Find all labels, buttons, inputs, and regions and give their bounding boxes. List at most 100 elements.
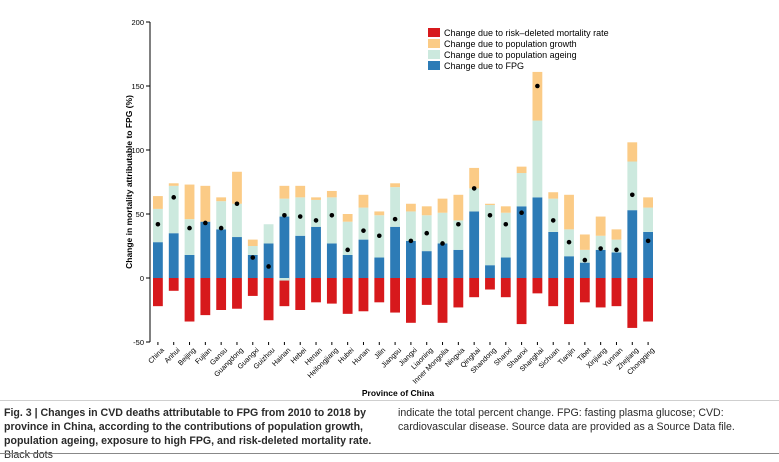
bar-growth — [611, 229, 622, 240]
bar-risk-deleted — [643, 278, 653, 322]
bar-ageing — [406, 211, 416, 241]
stacked-bar-chart: -50 0 50 100 150 200 ChinaAnhuiBeijingFujianG… — [124, 18, 656, 398]
y-tick-label: 0 — [140, 274, 144, 283]
total-change-dot — [361, 228, 366, 233]
bar-ageing — [358, 207, 369, 240]
total-change-dot — [266, 264, 271, 269]
bar-fpg — [153, 242, 163, 278]
bar-ageing — [469, 188, 480, 212]
total-change-dot — [345, 247, 350, 253]
bar-ageing — [579, 249, 590, 263]
bar-growth — [437, 198, 448, 213]
legend-label: Change due to population ageing — [444, 50, 577, 60]
legend-swatch — [428, 28, 440, 37]
bar-growth — [485, 203, 495, 206]
bar-ageing — [500, 212, 511, 258]
bar-growth — [295, 185, 306, 198]
bar-risk-deleted — [279, 278, 290, 307]
bar-ageing — [595, 235, 606, 250]
bar-growth — [390, 183, 400, 188]
x-tick-label: Hunan — [350, 346, 371, 367]
bar-growth — [374, 211, 385, 216]
bar-ageing — [342, 221, 353, 255]
bar-fpg — [548, 231, 559, 278]
total-change-dot — [456, 221, 461, 227]
total-change-dot — [203, 220, 208, 226]
bar-ageing — [232, 203, 242, 238]
bar-risk-deleted — [232, 278, 242, 309]
bar-growth — [216, 197, 227, 202]
bar-fpg — [374, 257, 385, 278]
bar-ageing — [643, 207, 653, 232]
legend-label: Change due to population growth — [444, 39, 577, 49]
y-tick-label: 150 — [131, 82, 144, 91]
bar-fpg — [216, 229, 227, 278]
bar-risk-deleted — [469, 278, 480, 298]
legend-swatch — [428, 39, 440, 48]
bar-risk-deleted — [326, 278, 337, 304]
bar-ageing — [168, 185, 179, 234]
bar-risk-deleted — [611, 278, 622, 307]
axes: -50 0 50 100 150 200 — [131, 18, 151, 347]
bar-risk-deleted — [500, 278, 511, 298]
bar-fpg — [643, 231, 653, 278]
total-change-dot — [218, 225, 224, 231]
bar-fpg — [579, 262, 590, 278]
bar-risk-deleted — [516, 278, 527, 325]
legend-label: Change due to risk–deleted mortality rat… — [444, 28, 609, 38]
bar-risk-deleted — [153, 278, 163, 307]
bar-fpg — [437, 243, 448, 278]
bar-growth — [153, 196, 163, 209]
bar-growth — [184, 184, 195, 220]
y-axis-label: Change in mortality attributable to FPG … — [124, 95, 134, 269]
total-change-dot — [550, 218, 556, 223]
bar-growth — [232, 171, 242, 204]
total-change-dot — [471, 186, 477, 191]
bar-risk-deleted — [311, 278, 321, 303]
bar-growth — [406, 203, 416, 212]
bar-growth — [168, 183, 179, 186]
total-change-dot — [297, 214, 303, 219]
total-dots-group — [155, 83, 651, 269]
y-tick-label: 100 — [131, 146, 144, 155]
bar-growth — [469, 167, 480, 189]
bar-fpg — [358, 239, 369, 278]
bar-fpg — [184, 254, 195, 278]
total-change-dot — [614, 247, 619, 253]
bar-growth — [595, 216, 606, 236]
total-change-dot — [598, 246, 603, 251]
bar-growth — [579, 234, 590, 250]
bar-risk-deleted — [216, 278, 227, 310]
total-change-dot — [535, 83, 540, 89]
bar-risk-deleted — [548, 278, 559, 307]
bar-ageing — [216, 201, 227, 230]
total-change-dot — [392, 216, 398, 222]
bar-ageing — [326, 197, 337, 244]
bar-growth — [311, 197, 321, 200]
total-change-dot — [629, 192, 635, 198]
bar-risk-deleted — [342, 278, 353, 314]
bar-risk-deleted — [532, 278, 543, 294]
total-change-dot — [582, 257, 588, 263]
bar-risk-deleted — [564, 278, 574, 325]
bar-risk-deleted — [627, 278, 638, 328]
total-change-dot — [408, 238, 414, 244]
bar-fpg — [390, 226, 400, 278]
bar-fpg — [311, 226, 321, 278]
legend-swatch — [428, 50, 440, 59]
bar-growth — [564, 194, 574, 230]
bar-growth — [453, 194, 464, 221]
bar-ageing — [611, 239, 622, 253]
bar-ageing — [453, 220, 464, 250]
total-change-dot — [645, 238, 651, 244]
bar-ageing — [548, 198, 559, 232]
bar-growth — [421, 206, 432, 216]
bar-fpg — [326, 243, 337, 278]
bar-risk-deleted — [184, 278, 195, 322]
total-change-dot — [329, 212, 335, 218]
total-change-dot — [171, 195, 177, 200]
bar-risk-deleted — [485, 278, 495, 290]
bar-growth — [342, 214, 353, 222]
figure-caption-title: Fig. 3 | Changes in CVD deaths attributa… — [4, 407, 372, 447]
bar-ageing — [485, 205, 495, 266]
